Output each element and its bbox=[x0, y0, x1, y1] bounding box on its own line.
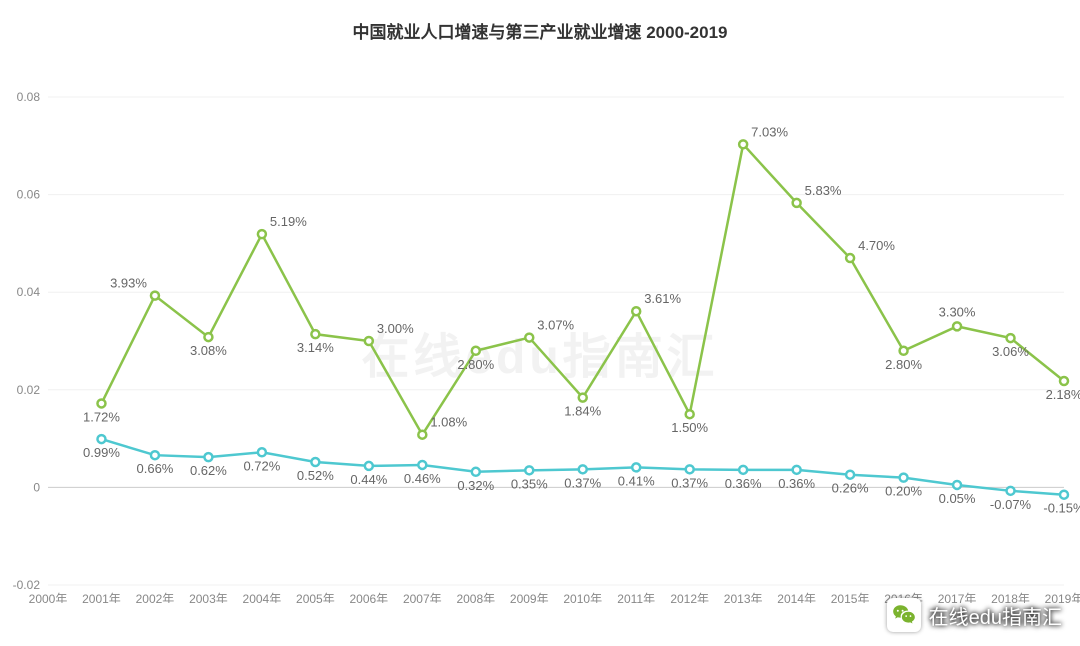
svg-text:0.62%: 0.62% bbox=[190, 463, 227, 478]
svg-text:2006年: 2006年 bbox=[349, 592, 388, 603]
svg-text:0.35%: 0.35% bbox=[511, 476, 548, 491]
svg-text:2015年: 2015年 bbox=[831, 592, 870, 603]
svg-text:2002年: 2002年 bbox=[136, 592, 175, 603]
svg-text:-0.15%: -0.15% bbox=[1043, 501, 1080, 516]
svg-text:3.14%: 3.14% bbox=[297, 340, 334, 355]
svg-text:1.84%: 1.84% bbox=[564, 404, 601, 419]
chart-title: 中国就业人口增速与第三产业就业增速 2000-2019 bbox=[0, 0, 1080, 43]
svg-text:0.26%: 0.26% bbox=[832, 481, 869, 496]
svg-text:0.04: 0.04 bbox=[17, 285, 41, 299]
svg-text:5.83%: 5.83% bbox=[805, 183, 842, 198]
svg-text:2001年: 2001年 bbox=[82, 592, 121, 603]
svg-text:3.30%: 3.30% bbox=[939, 304, 976, 319]
svg-text:0.41%: 0.41% bbox=[618, 473, 655, 488]
svg-text:2.18%: 2.18% bbox=[1046, 387, 1080, 402]
svg-text:0.08: 0.08 bbox=[17, 90, 41, 104]
svg-text:2004年: 2004年 bbox=[243, 592, 282, 603]
svg-text:2008年: 2008年 bbox=[456, 592, 495, 603]
svg-text:-0.02: -0.02 bbox=[13, 578, 41, 592]
svg-text:2012年: 2012年 bbox=[670, 592, 709, 603]
svg-text:3.00%: 3.00% bbox=[377, 321, 414, 336]
svg-text:2000年: 2000年 bbox=[29, 592, 68, 603]
svg-text:2003年: 2003年 bbox=[189, 592, 228, 603]
svg-text:2007年: 2007年 bbox=[403, 592, 442, 603]
svg-text:1.08%: 1.08% bbox=[430, 415, 467, 430]
svg-text:0: 0 bbox=[33, 480, 40, 494]
svg-text:在线edu指南汇: 在线edu指南汇 bbox=[361, 331, 718, 384]
svg-text:0.46%: 0.46% bbox=[404, 471, 441, 486]
svg-text:4.70%: 4.70% bbox=[858, 238, 895, 253]
svg-text:-0.07%: -0.07% bbox=[990, 497, 1032, 512]
svg-text:2010年: 2010年 bbox=[563, 592, 602, 603]
brand-text: 在线edu指南汇 bbox=[929, 601, 1062, 630]
svg-text:0.36%: 0.36% bbox=[725, 476, 762, 491]
svg-text:2.80%: 2.80% bbox=[885, 357, 922, 372]
svg-text:0.36%: 0.36% bbox=[778, 476, 815, 491]
svg-text:3.61%: 3.61% bbox=[644, 291, 681, 306]
svg-text:0.32%: 0.32% bbox=[457, 478, 494, 493]
svg-text:3.93%: 3.93% bbox=[110, 276, 147, 291]
wechat-icon bbox=[887, 598, 921, 632]
svg-text:0.02: 0.02 bbox=[17, 383, 41, 397]
svg-text:0.52%: 0.52% bbox=[297, 468, 334, 483]
svg-text:5.19%: 5.19% bbox=[270, 214, 307, 229]
svg-text:3.06%: 3.06% bbox=[992, 344, 1029, 359]
svg-text:0.05%: 0.05% bbox=[939, 491, 976, 506]
svg-text:0.06: 0.06 bbox=[17, 188, 41, 202]
svg-text:0.44%: 0.44% bbox=[350, 472, 387, 487]
svg-text:0.37%: 0.37% bbox=[564, 475, 601, 490]
svg-text:7.03%: 7.03% bbox=[751, 124, 788, 139]
svg-text:1.72%: 1.72% bbox=[83, 409, 120, 424]
svg-text:2009年: 2009年 bbox=[510, 592, 549, 603]
line-chart: 在线edu指南汇 -0.02 0 0.02 0.04 0.06 0.08 2000年 2001年… bbox=[0, 43, 1080, 603]
svg-text:2005年: 2005年 bbox=[296, 592, 335, 603]
brand-footer: 在线edu指南汇 bbox=[887, 598, 1062, 632]
svg-text:0.72%: 0.72% bbox=[243, 458, 280, 473]
svg-text:0.66%: 0.66% bbox=[137, 461, 174, 476]
svg-text:2.80%: 2.80% bbox=[457, 357, 494, 372]
svg-text:0.99%: 0.99% bbox=[83, 445, 120, 460]
svg-text:1.50%: 1.50% bbox=[671, 420, 708, 435]
svg-text:2014年: 2014年 bbox=[777, 592, 816, 603]
svg-text:2011年: 2011年 bbox=[617, 592, 655, 603]
svg-text:3.08%: 3.08% bbox=[190, 343, 227, 358]
svg-text:3.07%: 3.07% bbox=[537, 318, 574, 333]
svg-text:0.20%: 0.20% bbox=[885, 484, 922, 499]
svg-text:2013年: 2013年 bbox=[724, 592, 763, 603]
svg-text:0.37%: 0.37% bbox=[671, 475, 708, 490]
